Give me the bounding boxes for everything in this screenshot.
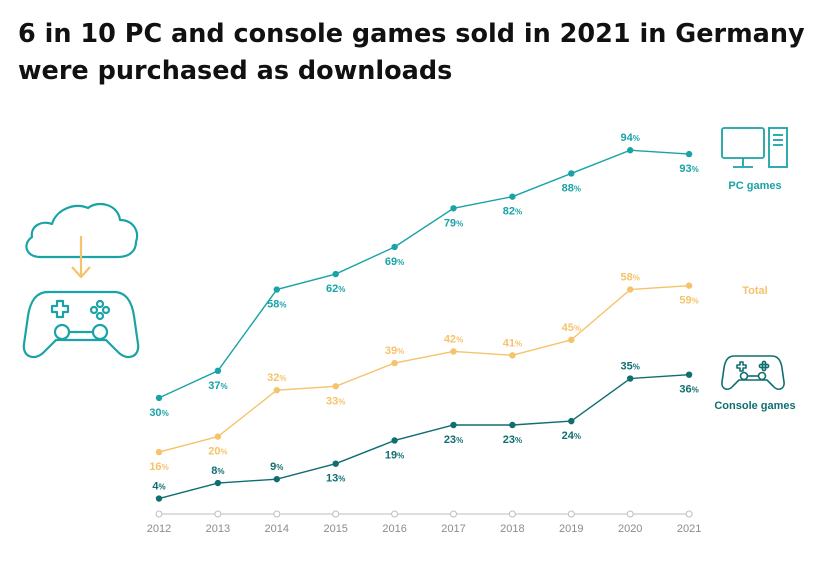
data-label-console: 35% (621, 361, 640, 373)
x-tick-marker (391, 510, 399, 518)
data-label-pc: 37% (208, 380, 227, 392)
data-label-total: 33% (326, 395, 345, 407)
data-point-total (568, 336, 575, 344)
data-point-console (685, 371, 693, 378)
series-line-console (158, 373, 690, 500)
data-label-console: 36% (679, 384, 698, 396)
data-label-total: 42% (444, 333, 463, 345)
data-label-total: 59% (679, 295, 698, 307)
data-label-console: 8% (211, 465, 224, 477)
data-label-total: 32% (267, 372, 286, 384)
x-tick-label: 2015 (323, 523, 347, 535)
data-point-pc (155, 394, 163, 402)
data-label-pc: 88% (562, 182, 581, 194)
data-point-total (391, 359, 398, 367)
data-point-total (273, 386, 280, 394)
data-point-total (214, 433, 222, 440)
x-tick-label: 2018 (500, 523, 524, 535)
cloud-download-icon (25, 202, 139, 279)
x-tick-marker (567, 510, 575, 518)
x-tick-marker (685, 510, 693, 518)
x-tick-label: 2019 (559, 523, 583, 535)
data-label-total: 45% (562, 322, 581, 334)
x-tick-label: 2017 (441, 523, 465, 535)
x-tick-label: 2020 (618, 523, 642, 535)
gamepad-icon (721, 355, 785, 391)
series-line-total (158, 284, 690, 453)
data-point-pc (568, 170, 575, 177)
data-label-console: 19% (385, 449, 404, 461)
data-point-total (627, 286, 634, 293)
data-point-console (627, 375, 634, 382)
data-label-console: 4% (152, 481, 165, 493)
x-tick-marker (508, 510, 516, 518)
x-tick-label: 2016 (382, 523, 406, 535)
x-tick-marker (214, 510, 222, 518)
data-label-pc: 79% (444, 217, 463, 229)
x-tick-label: 2014 (265, 523, 289, 535)
data-point-console (509, 421, 516, 429)
data-label-console: 24% (562, 430, 581, 442)
x-tick-marker (332, 510, 340, 518)
data-point-pc (273, 286, 280, 293)
data-label-total: 58% (621, 272, 640, 284)
data-label-total: 39% (385, 345, 404, 357)
data-point-console (155, 495, 163, 502)
data-label-pc: 93% (679, 163, 698, 175)
data-point-pc (391, 243, 398, 251)
data-label-total: 20% (208, 446, 227, 458)
data-point-pc (450, 205, 457, 212)
legend-label-pc: PC games (728, 180, 781, 192)
data-label-pc: 30% (149, 407, 168, 419)
x-tick-marker (273, 510, 281, 518)
x-tick-marker (450, 510, 457, 518)
data-point-total (155, 448, 163, 456)
legend-label-total: Total (742, 285, 767, 297)
data-point-total (450, 348, 457, 355)
data-label-pc: 82% (503, 206, 522, 218)
data-point-console (332, 460, 339, 467)
x-tick-marker (155, 510, 163, 518)
data-point-console (391, 437, 398, 444)
x-tick-marker (626, 510, 634, 518)
data-point-console (450, 421, 457, 429)
data-label-pc: 69% (385, 256, 404, 268)
data-label-pc: 62% (326, 283, 345, 295)
data-point-pc (332, 270, 339, 278)
data-point-pc (685, 150, 693, 158)
data-label-console: 9% (270, 461, 283, 473)
data-label-console: 23% (444, 434, 463, 446)
legend-label-console: Console games (714, 400, 795, 412)
data-label-total: 41% (503, 337, 522, 349)
desktop-computer-icon (721, 127, 788, 168)
data-point-console (273, 475, 280, 483)
x-tick-label: 2012 (147, 523, 171, 535)
data-label-console: 23% (503, 434, 522, 446)
data-point-console (214, 479, 222, 487)
data-point-total (509, 352, 516, 359)
gamepad-icon (22, 290, 140, 359)
data-label-total: 16% (149, 461, 168, 473)
data-point-pc (509, 193, 516, 200)
data-point-pc (214, 367, 222, 375)
data-label-pc: 58% (267, 299, 286, 311)
x-tick-label: 2021 (677, 523, 701, 535)
data-point-total (685, 282, 693, 289)
data-point-console (568, 417, 575, 425)
data-point-pc (627, 147, 634, 154)
series-line-pc (158, 149, 690, 399)
x-tick-label: 2013 (206, 523, 230, 535)
data-label-pc: 94% (621, 132, 640, 144)
data-label-console: 13% (326, 473, 345, 485)
chart-title: 6 in 10 PC and console games sold in 202… (18, 19, 805, 86)
data-point-total (332, 383, 339, 390)
